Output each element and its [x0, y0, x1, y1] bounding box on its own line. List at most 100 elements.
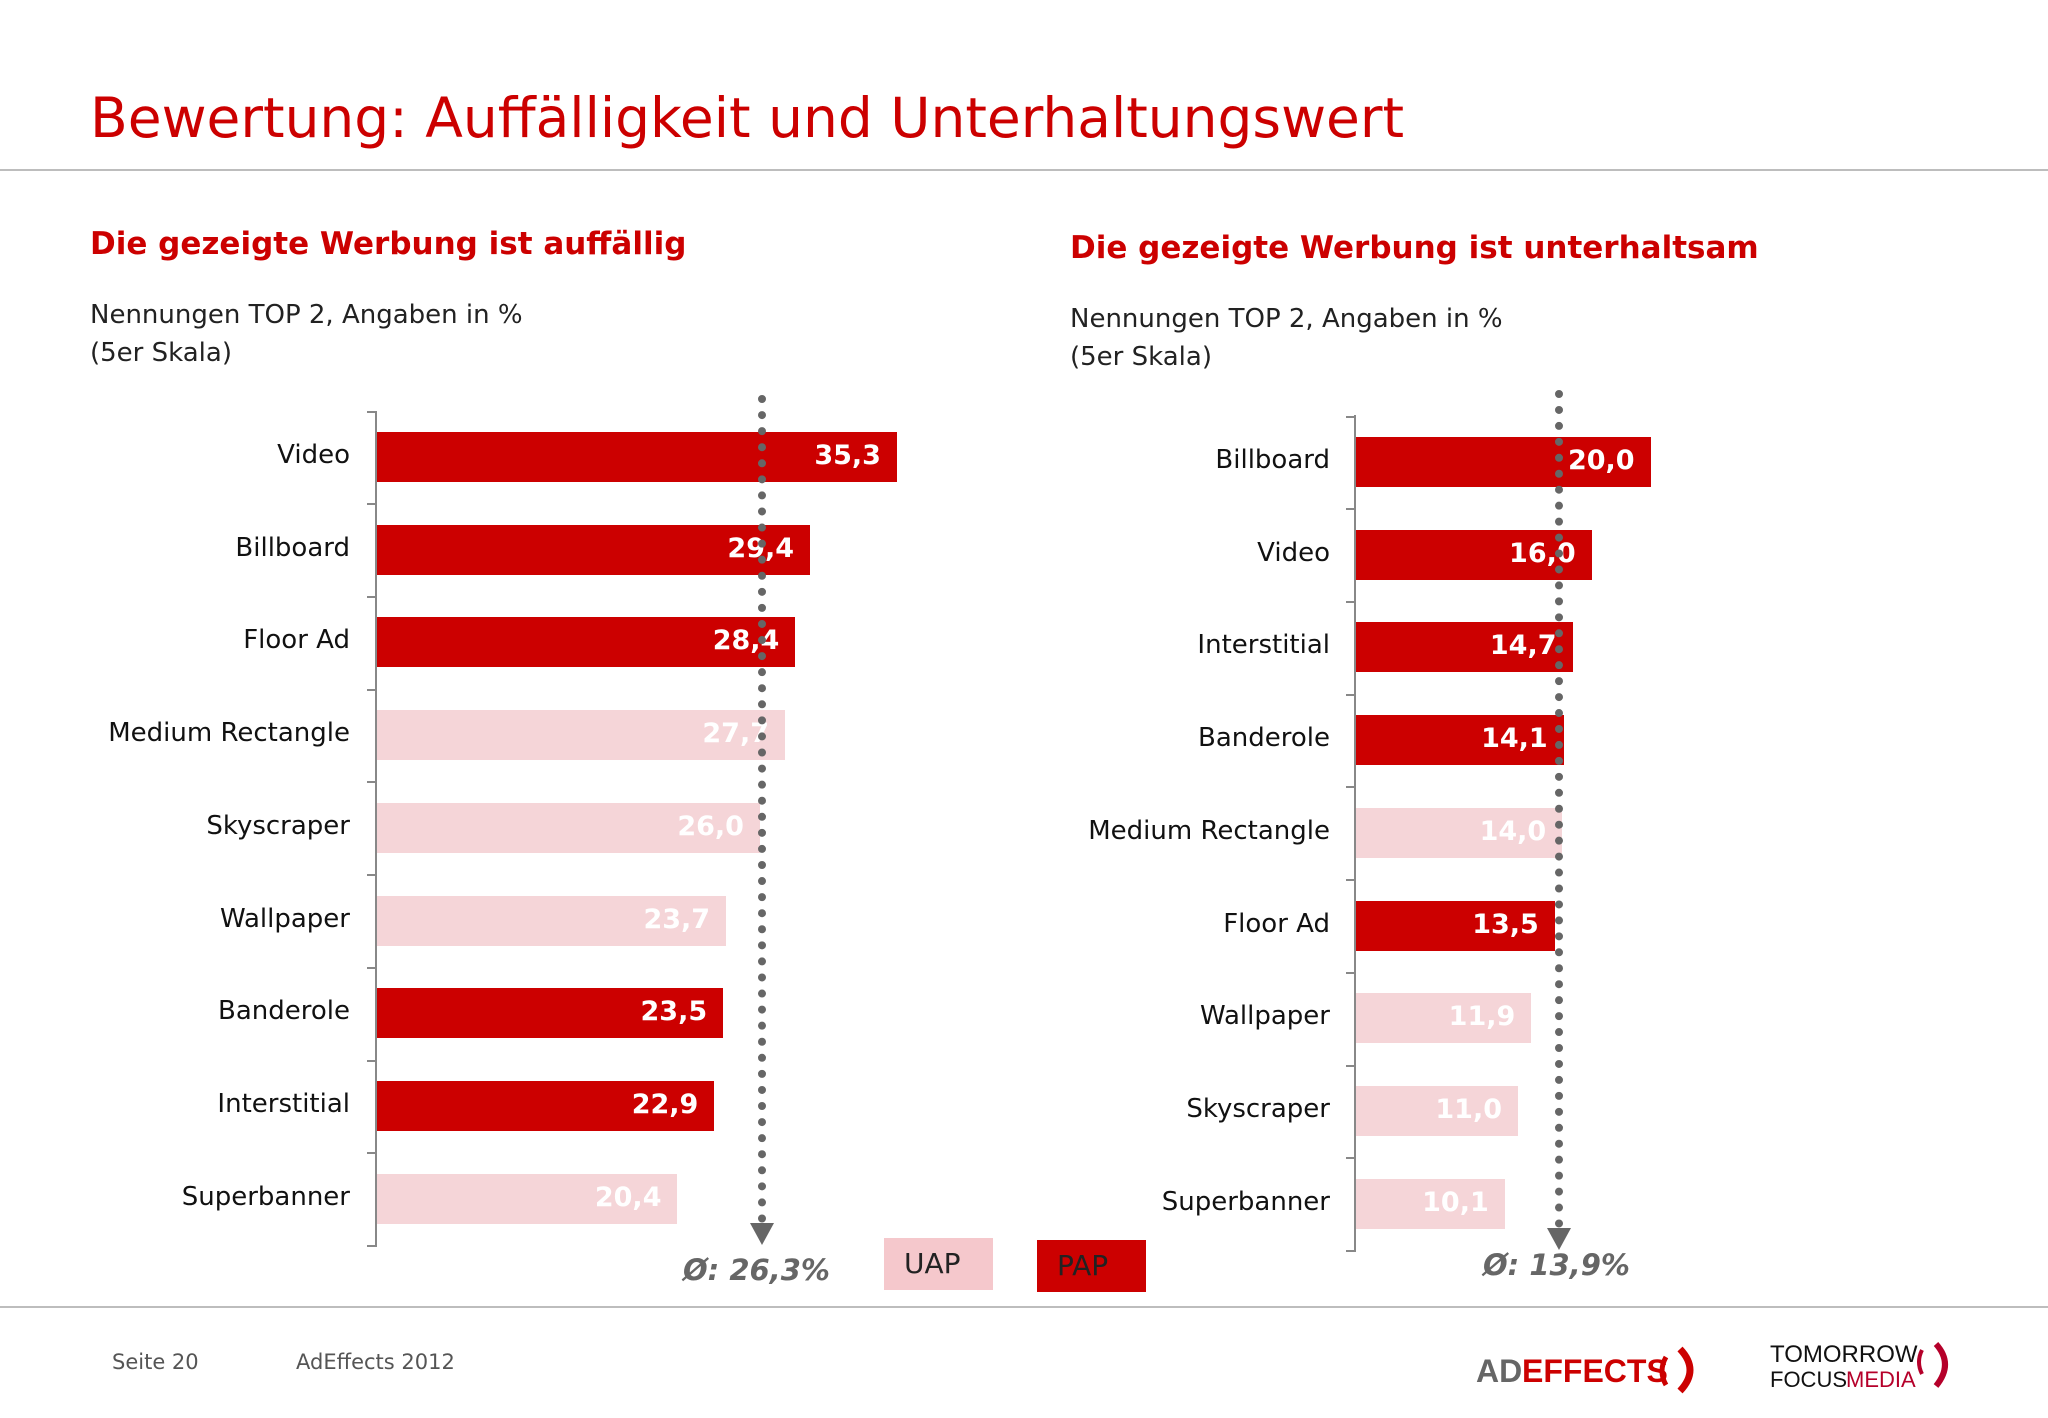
bar-pap [377, 524, 811, 575]
category-label: Billboard [1215, 445, 1330, 475]
y-axis-tick [367, 1244, 377, 1247]
y-axis-tick [1346, 971, 1356, 974]
category-label: Wallpaper [1199, 1001, 1330, 1032]
svg-text:MEDIA: MEDIA [1846, 1367, 1916, 1392]
y-axis-tick [367, 596, 377, 599]
category-label: Medium Rectangle [1088, 815, 1330, 846]
data-label: 14,7 [1489, 630, 1557, 662]
chart-right-note-line: Nennungen TOP 2, Angaben in % [1070, 304, 1503, 334]
data-label: 11,0 [1435, 1093, 1503, 1125]
y-axis-tick [1346, 508, 1356, 511]
bar-pap [1356, 622, 1573, 673]
chart-left-note-line: Nennungen TOP 2, Angaben in % [90, 300, 523, 330]
legend-pap: PAP [1037, 1240, 1146, 1292]
y-axis [375, 411, 377, 1245]
chart-left-title: Die gezeigte Werbung ist auffällig [90, 226, 687, 262]
y-axis [1354, 415, 1356, 1250]
category-label: Interstitial [1197, 630, 1330, 661]
data-label: 23,5 [640, 996, 708, 1028]
y-axis-tick [1346, 879, 1356, 882]
average-line [1554, 390, 1563, 1228]
category-label: Skyscraper [1186, 1093, 1330, 1124]
data-label: 14,0 [1479, 815, 1547, 847]
data-label: 11,9 [1448, 1001, 1516, 1033]
tomorrow-focus-media-logo: TOMORROW FOCUS MEDIA [1770, 1338, 1970, 1394]
chart-right-note: Nennungen TOP 2, Angaben in % (5er Skala… [1070, 300, 1503, 376]
average-arrow-icon [750, 1222, 775, 1245]
bar-uap [377, 802, 760, 853]
y-axis-tick [1346, 415, 1356, 418]
adeffects-logo: AD EFFECTS [1476, 1345, 1716, 1395]
bar-pap [377, 988, 724, 1039]
data-label: 20,0 [1567, 445, 1635, 476]
svg-text:AD: AD [1476, 1353, 1522, 1389]
bar-uap [1356, 807, 1563, 858]
footer-source: AdEffects 2012 [296, 1350, 455, 1374]
category-label: Medium Rectangle [108, 718, 350, 749]
bar-pap [1356, 900, 1555, 951]
y-axis-tick [367, 410, 377, 413]
y-axis-tick [1346, 1157, 1356, 1160]
data-label: 28,4 [712, 625, 780, 657]
y-axis-tick [367, 966, 377, 969]
category-label: Interstitial [217, 1088, 350, 1119]
data-label: 35,3 [814, 440, 881, 471]
data-label: 13,5 [1472, 908, 1539, 940]
data-label: 20,4 [594, 1181, 662, 1213]
data-label: 22,9 [631, 1088, 699, 1120]
bar-pap [377, 1080, 715, 1131]
y-axis-tick [1346, 693, 1356, 696]
y-axis-tick [1346, 1064, 1356, 1067]
category-label: Billboard [235, 532, 350, 563]
bar-uap [1356, 1085, 1519, 1136]
chart-right-note-line: (5er Skala) [1070, 342, 1212, 372]
svg-text:EFFECTS: EFFECTS [1522, 1353, 1668, 1389]
y-axis-tick [367, 688, 377, 691]
bar-uap [1356, 993, 1532, 1044]
bar-pap [1356, 437, 1651, 487]
chart-left-note: Nennungen TOP 2, Angaben in % (5er Skala… [90, 296, 523, 372]
category-label: Skyscraper [206, 810, 350, 841]
y-axis-tick [1346, 601, 1356, 604]
footer-divider [0, 1306, 2048, 1308]
y-axis-tick [367, 503, 377, 506]
y-axis-tick [367, 1059, 377, 1062]
average-label-right: Ø: 13,9% [1483, 1248, 1630, 1282]
y-axis-tick [367, 1152, 377, 1155]
category-label: Video [1257, 537, 1330, 568]
average-label-left: Ø: 26,3% [683, 1253, 830, 1287]
y-axis-tick [367, 781, 377, 784]
svg-text:TOMORROW: TOMORROW [1770, 1341, 1918, 1368]
y-axis-tick [1346, 786, 1356, 789]
chart-left-note-line: (5er Skala) [90, 338, 232, 368]
category-label: Banderole [218, 996, 350, 1027]
bar-uap [377, 895, 727, 946]
category-label: Video [277, 440, 350, 470]
page-number: Seite 20 [112, 1350, 199, 1374]
category-label: Floor Ad [1223, 908, 1330, 939]
page-title: Bewertung: Auffälligkeit und Unterhaltun… [90, 86, 1405, 150]
chart-right-title: Die gezeigte Werbung ist unterhaltsam [1070, 230, 1759, 266]
average-line [758, 395, 767, 1223]
category-label: Superbanner [181, 1181, 350, 1212]
data-label: 29,4 [727, 532, 795, 564]
legend-uap: UAP [884, 1238, 993, 1290]
title-divider [0, 169, 2048, 171]
svg-text:FOCUS: FOCUS [1770, 1367, 1847, 1392]
category-label: Wallpaper [219, 903, 350, 934]
bar-uap [377, 1173, 678, 1224]
bar-pap [377, 617, 796, 668]
y-axis-tick [367, 874, 377, 877]
data-label: 10,1 [1422, 1186, 1489, 1218]
bar-uap [1356, 1178, 1505, 1229]
bar-pap [1356, 715, 1564, 766]
category-label: Floor Ad [243, 625, 350, 656]
data-label: 27,7 [702, 718, 770, 750]
data-label: 23,7 [643, 903, 711, 935]
category-label: Superbanner [1161, 1186, 1330, 1217]
average-arrow-icon [1546, 1227, 1571, 1250]
bar-pap [377, 432, 897, 482]
data-label: 14,1 [1481, 723, 1548, 755]
category-label: Banderole [1198, 723, 1330, 754]
y-axis-tick [1346, 1249, 1356, 1252]
